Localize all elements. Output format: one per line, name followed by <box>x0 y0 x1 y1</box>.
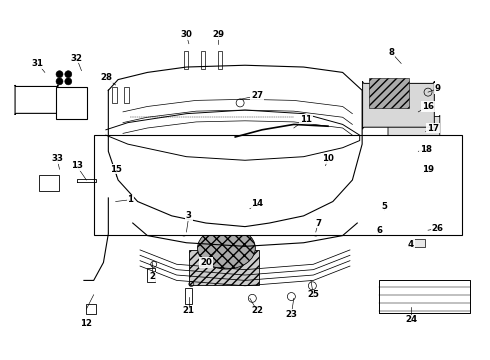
Bar <box>201 51 205 69</box>
Bar <box>411 137 425 144</box>
Bar <box>147 268 155 282</box>
Text: 16: 16 <box>422 102 434 111</box>
Ellipse shape <box>197 227 255 269</box>
Text: 13: 13 <box>71 161 83 170</box>
Text: 4: 4 <box>408 240 414 249</box>
FancyBboxPatch shape <box>363 81 434 129</box>
Text: 30: 30 <box>180 30 193 39</box>
Bar <box>409 216 418 222</box>
Circle shape <box>65 71 72 78</box>
Text: 11: 11 <box>300 114 312 123</box>
Text: 1: 1 <box>127 195 133 204</box>
Text: 20: 20 <box>200 258 212 267</box>
Circle shape <box>56 71 63 78</box>
Bar <box>218 51 222 69</box>
Bar <box>185 288 193 303</box>
Text: 18: 18 <box>419 145 432 154</box>
Text: 21: 21 <box>183 306 195 315</box>
Text: 10: 10 <box>322 154 334 163</box>
Text: 29: 29 <box>212 30 224 39</box>
Text: 28: 28 <box>100 73 112 82</box>
Bar <box>86 304 97 314</box>
Text: 7: 7 <box>315 219 321 228</box>
Text: 25: 25 <box>307 290 319 299</box>
Bar <box>369 78 409 108</box>
Text: 14: 14 <box>251 199 263 208</box>
Text: 5: 5 <box>381 202 387 211</box>
Bar <box>39 175 59 190</box>
Text: 2: 2 <box>149 272 155 281</box>
Text: 15: 15 <box>110 165 122 174</box>
Bar <box>112 87 117 103</box>
Text: 6: 6 <box>376 226 382 235</box>
Text: 17: 17 <box>427 123 439 132</box>
Text: 8: 8 <box>389 48 394 57</box>
Text: 27: 27 <box>251 91 263 100</box>
Text: 31: 31 <box>31 59 44 68</box>
Bar <box>414 176 427 184</box>
Text: 23: 23 <box>285 310 297 319</box>
Bar <box>184 51 188 69</box>
Bar <box>414 239 425 247</box>
Text: 3: 3 <box>186 211 192 220</box>
Text: 24: 24 <box>405 315 417 324</box>
Bar <box>377 196 387 203</box>
Bar <box>55 87 88 119</box>
FancyBboxPatch shape <box>403 160 427 172</box>
Text: 33: 33 <box>51 154 63 163</box>
Circle shape <box>65 78 72 85</box>
Circle shape <box>56 78 63 85</box>
Bar <box>111 203 118 219</box>
Text: 12: 12 <box>80 319 92 328</box>
Bar <box>189 250 259 285</box>
Bar <box>124 87 129 103</box>
Text: 26: 26 <box>432 224 444 233</box>
Text: 9: 9 <box>435 84 441 93</box>
Text: 32: 32 <box>71 54 83 63</box>
Bar <box>94 135 462 235</box>
Text: 19: 19 <box>422 165 434 174</box>
FancyBboxPatch shape <box>388 116 440 138</box>
Text: 22: 22 <box>251 306 263 315</box>
FancyBboxPatch shape <box>15 85 58 115</box>
Bar <box>379 216 389 223</box>
